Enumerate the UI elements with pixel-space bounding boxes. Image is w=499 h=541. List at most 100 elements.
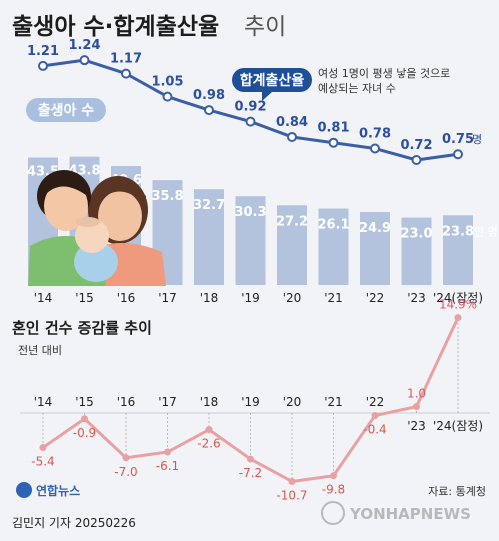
marriage-year-label: '15	[75, 395, 94, 409]
credit-text: 김민지 기자 20250226	[12, 516, 136, 530]
logo-mark-icon	[16, 482, 32, 498]
rate-value-label: 1.05	[151, 75, 183, 90]
baby-hair	[76, 217, 100, 227]
rate-point	[411, 155, 422, 165]
rate-point	[79, 55, 90, 66]
marriage-value-label: -6.1	[156, 459, 179, 473]
births-value-label: 27.2	[276, 214, 308, 229]
rate-value-label: 1.21	[27, 44, 59, 59]
rate-value-label: 0.92	[234, 100, 266, 115]
watermark-logo-icon	[321, 501, 345, 525]
marriage-value-label: -7.2	[239, 466, 262, 480]
marriage-year-label: '20	[283, 395, 302, 409]
year-tick-label: '20	[283, 291, 302, 305]
mother-face	[98, 191, 142, 241]
births-value-label: 24.9	[359, 221, 391, 236]
title-suffix: 추이	[244, 14, 286, 40]
marriage-value-label: -0.9	[73, 426, 96, 440]
fertility-rate-line: 1.21 1.24 1.17 1.05 0.98 0.92 0.84 0.81 0.78 0.72…	[27, 38, 482, 165]
rate-value-label: 0.98	[193, 88, 225, 103]
marriage-point	[247, 455, 254, 463]
year-tick-label: '15	[75, 291, 94, 305]
marriage-value-label: -10.7	[276, 488, 307, 502]
births-value-label: 35.8	[151, 189, 183, 204]
rate-value-label: 1.24	[68, 38, 100, 53]
births-bar	[194, 189, 224, 285]
marriage-year-label: '24(잠정)	[433, 419, 483, 433]
rate-value-label: 0.72	[400, 138, 432, 153]
births-value-label: 32.7	[193, 198, 225, 213]
marriage-point	[454, 314, 462, 322]
source-text: 자료: 통계청	[428, 485, 486, 498]
year-tick-label: '22	[366, 291, 385, 305]
marriage-point	[413, 403, 420, 411]
births-bar	[318, 208, 349, 285]
births-value-label: 30.3	[234, 205, 266, 220]
marriage-point	[39, 444, 47, 452]
rate-point	[370, 143, 380, 154]
rate-point	[287, 131, 297, 142]
births-bar	[443, 215, 473, 285]
year-tick-label: '24(잠정)	[433, 291, 483, 305]
births-bars: 43.543.840.635.832.730.327.226.124.923.0…	[27, 156, 498, 285]
yonhap-logo: 연합뉴스	[16, 482, 80, 498]
year-tick-label: '16	[117, 291, 136, 305]
rate-point	[204, 105, 214, 116]
births-unit-label: 만 명	[474, 225, 498, 238]
rate-unit-label: 명	[472, 133, 482, 146]
marriage-point	[164, 448, 171, 456]
year-tick-label: '21	[324, 291, 343, 305]
rate-badge: 합계출산율	[232, 68, 312, 101]
marriage-value-label: -2.6	[197, 437, 220, 451]
births-value-label: 23.8	[442, 224, 474, 239]
marriage-year-label: '22	[366, 395, 385, 409]
rate-note-line1: 여성 1명이 평생 낳을 것으로	[318, 67, 450, 80]
marriage-year-label: '23	[407, 419, 426, 433]
year-tick-label: '18	[200, 291, 219, 305]
marriage-point	[371, 412, 379, 420]
year-tick-label: '14	[34, 291, 53, 305]
marriage-year-label: '18	[200, 395, 219, 409]
marriage-rate-line: -5.4 -0.9 -7.0 -6.1 -2.6 -7.2 -10.7 -9.8 -0.4 1.0…	[20, 298, 490, 502]
marriage-point	[288, 477, 296, 485]
watermark-text: YONHAPNEWS	[349, 505, 471, 523]
marriage-value-label: -5.4	[31, 455, 54, 469]
rate-value-label: 1.17	[110, 52, 142, 67]
rate-value-label: 0.81	[317, 121, 349, 136]
marriage-value-label: -9.8	[322, 483, 345, 497]
rate-badge-label: 합계출산율	[240, 72, 305, 89]
mother-bangs	[92, 184, 146, 205]
baby-blanket	[74, 242, 118, 282]
marriage-chart-subtitle: 전년 대비	[18, 344, 62, 357]
births-bar	[277, 205, 307, 285]
marriage-value-label: -7.0	[114, 465, 137, 479]
baby-face	[75, 219, 109, 253]
rate-note-line2: 예상되는 자녀 수	[318, 82, 396, 95]
marriage-point	[122, 454, 130, 462]
marriage-year-label: '21	[324, 395, 343, 409]
rate-point	[245, 116, 256, 127]
rate-point	[328, 137, 339, 148]
births-badge: 출생아 수	[26, 98, 106, 122]
title-main: 출생아 수·합계출산율	[12, 14, 219, 40]
rate-value-label: 0.84	[276, 115, 308, 130]
marriage-point	[205, 426, 213, 434]
births-bar	[360, 212, 390, 285]
rate-point	[38, 60, 48, 71]
births-bar	[401, 217, 432, 285]
marriage-chart-title: 혼인 건수 증감률 추이	[12, 319, 152, 337]
marriage-year-label: '19	[241, 395, 260, 409]
marriage-point	[81, 415, 88, 423]
family-illustration	[28, 170, 166, 286]
year-tick-label: '23	[407, 291, 426, 305]
logo-text: 연합뉴스	[36, 483, 80, 498]
rate-value-label: 0.78	[359, 126, 391, 141]
marriage-value-label: 14.9%	[439, 298, 477, 312]
father-face	[44, 181, 88, 231]
marriage-point	[330, 472, 337, 480]
births-badge-label: 출생아 수	[38, 102, 95, 119]
marriage-year-label: '16	[117, 395, 136, 409]
marriage-value-label: -0.4	[363, 423, 386, 437]
